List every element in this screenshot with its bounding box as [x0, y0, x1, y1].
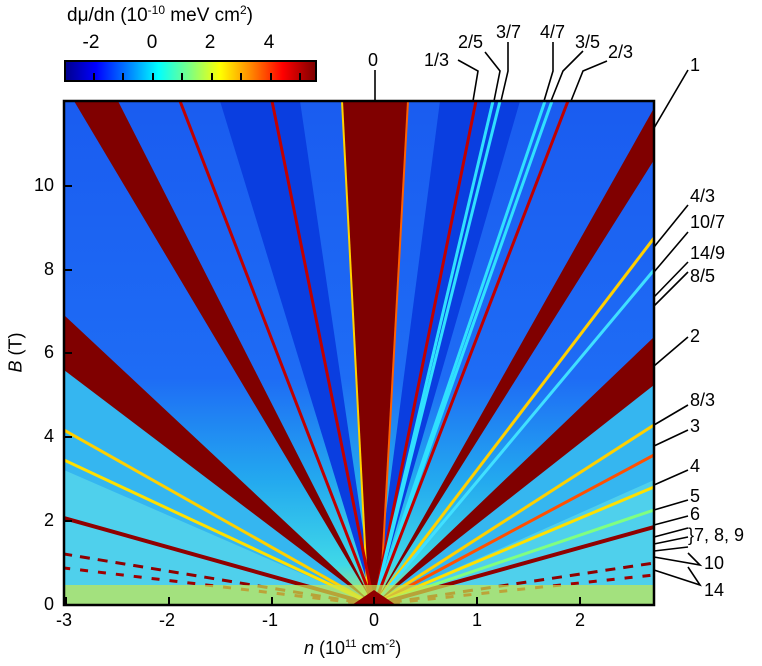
y-tick-label: 0 [44, 594, 55, 614]
x-tick-label: -1 [262, 610, 279, 630]
fan-label-8-5: 8/5 [690, 266, 716, 286]
fan-label-8-3: 8/3 [690, 390, 716, 410]
fan-label-0: 0 [368, 50, 379, 70]
colorbar-tick-label: -2 [82, 32, 100, 53]
x-tick-label: 1 [472, 610, 483, 630]
x-tick-label: -2 [159, 610, 176, 630]
fan-label-1-3: 1/3 [424, 50, 450, 70]
y-tick-label: 6 [44, 342, 55, 362]
fan-label-14: 14 [704, 580, 725, 600]
fan-label-14-9: 14/9 [690, 243, 726, 263]
fan-label-7-8-9: }7, 8, 9 [688, 525, 745, 545]
fan-label-3: 3 [690, 416, 701, 436]
y-axis-title: B (T) [5, 332, 26, 373]
fan-label-4-3: 4/3 [690, 186, 716, 206]
x-axis-title: n (1011 cm-2) [304, 638, 402, 658]
fan-label-2-3: 2/3 [608, 42, 634, 62]
fan-label-6: 6 [690, 504, 701, 524]
y-tick-label: 2 [44, 510, 55, 530]
y-tick-label: 4 [44, 426, 55, 446]
fan-label-3-5: 3/5 [575, 32, 601, 52]
colorbar-title: dμ/dn (10-10 meV cm2) [67, 3, 253, 26]
fan-label-10-7: 10/7 [690, 212, 726, 232]
fan-label-4: 4 [690, 456, 701, 476]
fan-label-2: 2 [690, 326, 701, 346]
fan-label-5: 5 [690, 486, 701, 506]
fan-label-2-5: 2/5 [458, 32, 484, 52]
fan-label-1: 1 [690, 55, 701, 75]
fan-label-4-7: 4/7 [540, 22, 566, 42]
x-tick-label: 0 [369, 610, 380, 630]
y-tick-label: 8 [44, 259, 55, 279]
y-tick-label: 10 [34, 175, 55, 195]
x-tick-label: -3 [56, 610, 73, 630]
colorbar-tick-label: 4 [263, 32, 275, 53]
fan-label-10: 10 [704, 553, 725, 573]
x-tick-label: 2 [575, 610, 586, 630]
colorbar-tick-label: 2 [204, 32, 216, 53]
colorbar [64, 60, 317, 82]
fan-label-3-7: 3/7 [496, 22, 522, 42]
colorbar-tick-label: 0 [146, 32, 158, 53]
